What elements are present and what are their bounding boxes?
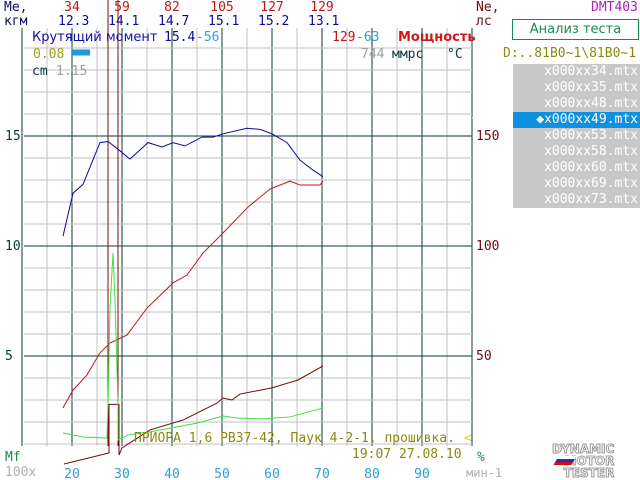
mf-curve — [63, 365, 324, 465]
header-power-value: 129 — [310, 0, 334, 15]
cm-value: 1.15 — [56, 64, 88, 79]
x-tick: 40 — [164, 467, 180, 480]
file-item[interactable]: x000xx69.mtx — [544, 176, 638, 191]
torque-max: 15.4 — [164, 30, 196, 45]
y-tick-left: 10 — [5, 239, 21, 254]
torque-curve — [62, 127, 324, 237]
y-tick-right: 100 — [476, 239, 499, 254]
logo-line: MOTOR — [564, 454, 615, 468]
x-multiplier: 100x — [5, 465, 37, 480]
header-power-value: 34 — [64, 0, 80, 15]
y-tick-left: 5 — [5, 349, 13, 364]
power-legend: Мощность — [398, 30, 476, 45]
file-item[interactable]: x000xx34.mtx — [544, 64, 638, 79]
x-tick: 20 — [64, 467, 80, 480]
file-item[interactable]: x000xx58.mtx — [544, 144, 638, 159]
power-max-rpm: -63 — [356, 30, 380, 45]
y-tick-left: 15 — [5, 129, 21, 144]
torque-legend: Крутящий момент — [32, 30, 158, 45]
x-tick: 50 — [214, 467, 230, 480]
mf-label: Mf — [5, 450, 21, 465]
header-torque-value: 15.1 — [208, 14, 240, 29]
file-list: x000xx34.mtx x000xx35.mtx x000xx48.mtx ◆x00… — [513, 64, 640, 208]
temp-label: °C — [447, 47, 463, 62]
ne-label: Ne, — [476, 0, 500, 15]
mmrs-label: ммрс — [392, 47, 424, 62]
rpm-unit: мин-1 — [466, 466, 503, 480]
power-max: 129 — [332, 30, 356, 45]
folder-path: D:..81B0~1\81B0~1 — [503, 46, 637, 61]
x-tick: 30 — [114, 467, 130, 480]
power-curve — [62, 180, 324, 409]
datetime: 19:07 27.08.10 — [352, 447, 462, 462]
me-unit: кгм — [4, 14, 28, 29]
header-torque-value: 12.3 — [58, 14, 90, 29]
x-tick: 60 — [264, 467, 280, 480]
file-item[interactable]: ◆x000xx49.mtx — [513, 112, 640, 128]
y-tick-right: 150 — [476, 129, 499, 144]
arrow-icon[interactable]: < — [464, 431, 472, 446]
header-torque-value: 14.7 — [158, 14, 190, 29]
header-power-value: 105 — [210, 0, 234, 15]
file-item[interactable]: x000xx53.mtx — [544, 128, 638, 143]
percent-curve — [62, 253, 324, 441]
me-label: Me, — [4, 0, 28, 15]
header-power-value: 82 — [164, 0, 180, 15]
test-description: ПРИОРА 1,6 РВ37-42, Паук 4-2-1, прошивка… — [134, 431, 455, 446]
app-id: DMT403 — [591, 0, 638, 15]
header-torque-value: 13.1 — [308, 14, 340, 29]
ne-unit: лс — [476, 14, 492, 29]
indicator-squares: ■■■ — [72, 47, 91, 58]
analyze-test-button[interactable]: Анализ теста — [512, 19, 639, 40]
file-item[interactable]: x000xx60.mtx — [544, 160, 638, 175]
header-power-value: 127 — [260, 0, 284, 15]
file-item[interactable]: x000xx48.mtx — [544, 96, 638, 111]
header-power-value: 59 — [114, 0, 130, 15]
mmrs-value: 744 — [361, 47, 385, 62]
file-item[interactable]: x000xx73.mtx — [544, 192, 638, 207]
file-item[interactable]: x000xx35.mtx — [544, 80, 638, 95]
y-tick-right: 50 — [476, 349, 492, 364]
x-tick: 90 — [414, 467, 430, 480]
x-tick: 70 — [314, 467, 330, 480]
cm-label: cm — [32, 64, 48, 79]
header-torque-value: 15.2 — [258, 14, 290, 29]
header-torque-value: 14.1 — [108, 14, 140, 29]
torque-max-rpm: -56 — [196, 30, 220, 45]
logo-line: TESTER — [563, 466, 615, 480]
percent-label: % — [477, 450, 485, 465]
dmt-logo: DYNAMIC MOTOR TESTER — [551, 442, 615, 480]
x-tick: 80 — [364, 467, 380, 480]
logo-line: DYNAMIC — [551, 442, 615, 456]
value-1: 0.08 — [33, 47, 65, 62]
